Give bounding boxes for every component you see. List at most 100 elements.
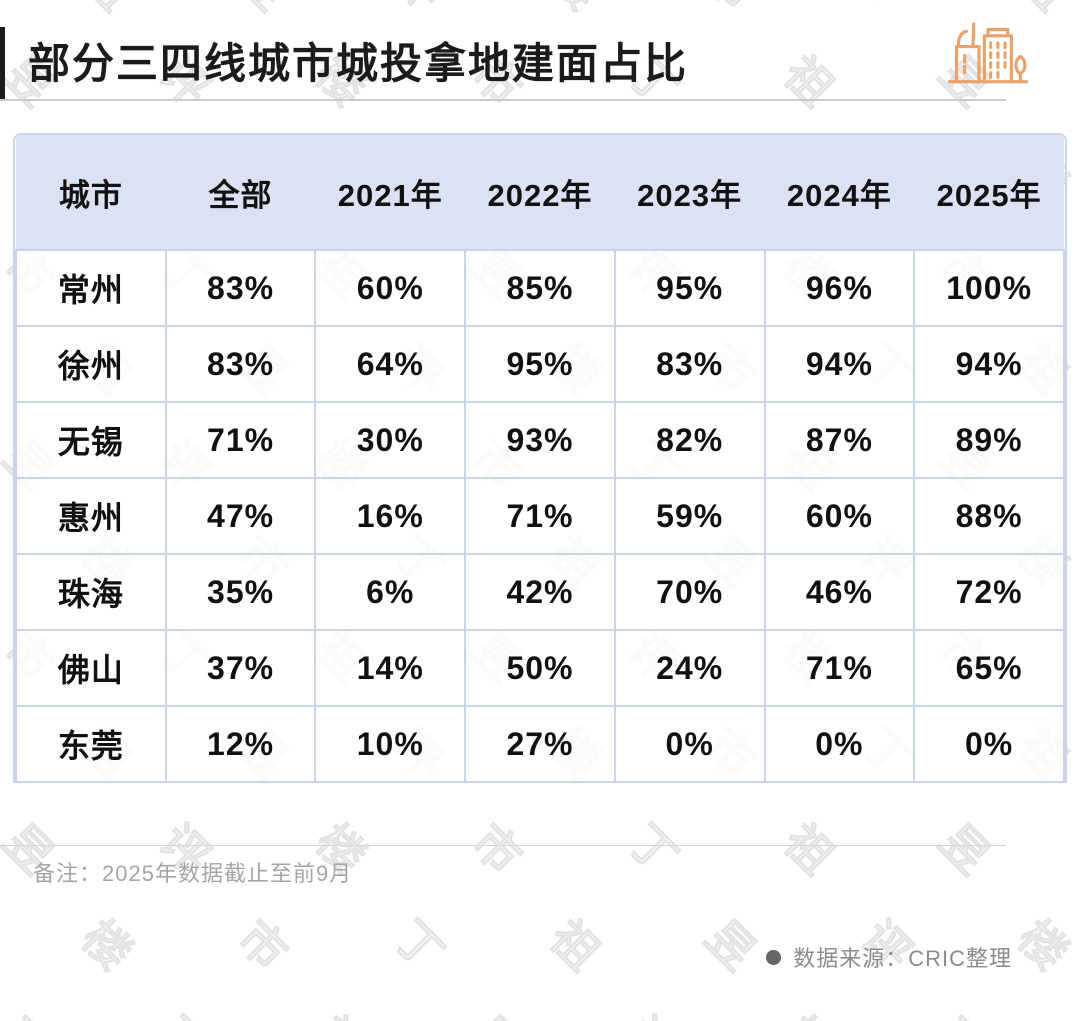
value-cell: 10% <box>314 705 467 781</box>
value-cell: 60% <box>763 477 916 555</box>
title-accent-bar <box>0 27 5 99</box>
value-cell: 0% <box>613 705 766 781</box>
watermark-glyph: 丁 <box>147 999 226 1021</box>
value-cell: 6% <box>314 553 467 631</box>
table-header-row: 城市 全部 2021年 2022年 2023年 2024年 2025年 <box>16 135 1064 250</box>
value-cell: 85% <box>464 249 616 327</box>
column-header: 2025年 <box>914 135 1064 250</box>
value-cell: 87% <box>763 401 916 479</box>
value-cell: 46% <box>763 553 916 631</box>
value-cell: 96% <box>763 249 916 327</box>
city-cell: 徐州 <box>15 325 167 403</box>
watermark-glyph: 昱 <box>459 999 538 1021</box>
watermark-glyph: 昱 <box>225 0 304 23</box>
data-source: 数据来源：CRIC整理 <box>766 941 1012 973</box>
city-cell: 无锡 <box>15 401 167 479</box>
value-cell: 42% <box>464 553 616 631</box>
bullet-dot-icon <box>766 949 782 965</box>
city-cell: 佛山 <box>15 629 167 707</box>
table-row: 无锡 71% 30% 93% 82% 87% 89% <box>15 401 1065 479</box>
table-row: 徐州 83% 64% 95% 83% 94% 94% <box>15 325 1065 403</box>
data-table-container: 城市 全部 2021年 2022年 2023年 2024年 2025年 常州 83% 60% 85… <box>13 133 1067 783</box>
column-header: 2024年 <box>764 135 915 250</box>
value-cell: 94% <box>913 325 1065 403</box>
city-cell: 常州 <box>15 249 167 327</box>
watermark-glyph: 祖 <box>69 0 148 23</box>
watermark-glyph: 市 <box>693 0 772 23</box>
table-row: 东莞 12% 10% 27% 0% 0% 0% <box>15 705 1065 781</box>
column-header: 2021年 <box>315 135 466 250</box>
value-cell: 60% <box>314 249 467 327</box>
value-cell: 70% <box>613 553 766 631</box>
page-title: 部分三四线城市城投拿地建面占比 <box>28 40 689 87</box>
value-cell: 71% <box>464 477 616 555</box>
value-cell: 24% <box>613 629 766 707</box>
table-row: 惠州 47% 16% 71% 59% 60% 88% <box>15 477 1065 555</box>
value-cell: 37% <box>164 629 317 707</box>
watermark-glyph: 祖 <box>540 910 610 980</box>
city-cell: 东莞 <box>15 705 167 781</box>
watermark-glyph: 市 <box>927 999 1006 1021</box>
value-cell: 100% <box>913 249 1065 327</box>
table-row: 佛山 37% 14% 50% 24% 71% 65% <box>15 629 1065 707</box>
data-table: 城市 全部 2021年 2022年 2023年 2024年 2025年 常州 83% 60% 85… <box>15 135 1065 781</box>
value-cell: 72% <box>913 553 1065 631</box>
watermark-glyph: 评 <box>615 999 694 1021</box>
watermark-glyph: 丁 <box>618 814 688 884</box>
value-cell: 83% <box>164 249 317 327</box>
value-cell: 0% <box>763 705 916 781</box>
city-buildings-icon <box>947 22 1029 84</box>
watermark-glyph: 评 <box>381 0 460 23</box>
watermark-glyph: 祖 <box>774 46 844 116</box>
watermark-glyph: 楼 <box>72 910 142 980</box>
city-cell: 珠海 <box>15 553 167 631</box>
value-cell: 71% <box>763 629 916 707</box>
title-divider <box>0 99 1006 101</box>
value-cell: 27% <box>464 705 616 781</box>
value-cell: 59% <box>613 477 766 555</box>
value-cell: 94% <box>763 325 916 403</box>
city-cell: 惠州 <box>15 477 167 555</box>
watermark-glyph: 祖 <box>303 999 382 1021</box>
value-cell: 71% <box>164 401 317 479</box>
value-cell: 47% <box>164 477 317 555</box>
column-header: 2023年 <box>614 135 765 250</box>
value-cell: 82% <box>613 401 766 479</box>
table-row: 珠海 35% 6% 42% 70% 46% 72% <box>15 553 1065 631</box>
value-cell: 64% <box>314 325 467 403</box>
column-header: 全部 <box>165 135 316 250</box>
value-cell: 89% <box>913 401 1065 479</box>
watermark-glyph: 丁 <box>849 0 928 23</box>
value-cell: 83% <box>164 325 317 403</box>
value-cell: 95% <box>613 249 766 327</box>
watermark-glyph: 楼 <box>1008 910 1078 980</box>
watermark-glyph: 昱 <box>696 910 766 980</box>
value-cell: 14% <box>314 629 467 707</box>
value-cell: 50% <box>464 629 616 707</box>
value-cell: 30% <box>314 401 467 479</box>
watermark-glyph: 市 <box>0 999 71 1021</box>
value-cell: 0% <box>913 705 1065 781</box>
watermark-glyph: 丁 <box>384 910 454 980</box>
value-cell: 88% <box>913 477 1065 555</box>
note-divider <box>0 845 1006 846</box>
column-header: 城市 <box>16 135 166 250</box>
value-cell: 16% <box>314 477 467 555</box>
watermark-glyph: 昱 <box>930 814 1000 884</box>
source-text: 数据来源：CRIC整理 <box>793 946 1012 971</box>
value-cell: 95% <box>464 325 616 403</box>
watermark-glyph: 楼 <box>537 0 616 23</box>
table-row: 常州 83% 60% 85% 95% 96% 100% <box>15 249 1065 327</box>
value-cell: 83% <box>613 325 766 403</box>
note-text: 备注：2025年数据截止至前9月 <box>33 861 353 886</box>
watermark-glyph: 市 <box>228 910 298 980</box>
column-header: 2022年 <box>465 135 615 250</box>
value-cell: 12% <box>164 705 317 781</box>
value-cell: 93% <box>464 401 616 479</box>
watermark-glyph: 楼 <box>771 999 850 1021</box>
value-cell: 35% <box>164 553 317 631</box>
watermark-glyph: 市 <box>462 814 532 884</box>
value-cell: 65% <box>913 629 1065 707</box>
watermark-glyph: 祖 <box>774 814 844 884</box>
